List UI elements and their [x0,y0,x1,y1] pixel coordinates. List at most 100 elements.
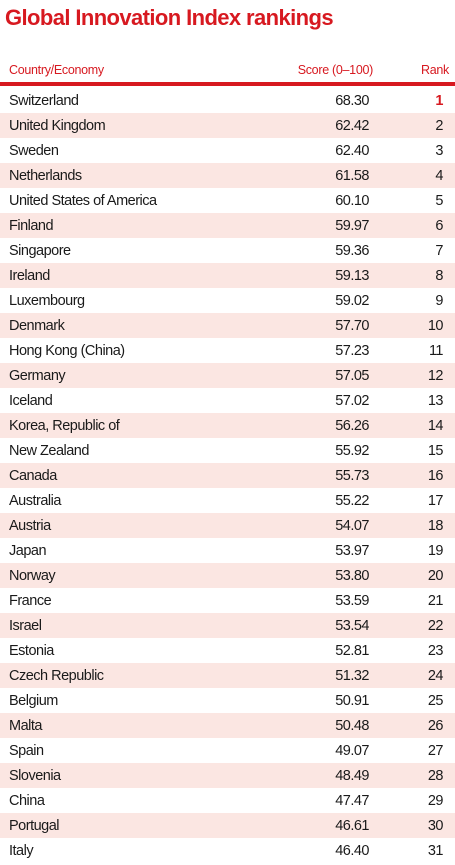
table-row: Singapore 59.36 7 [0,238,455,263]
table-row: Korea, Republic of 56.26 14 [0,413,455,438]
rank-value: 5 [435,193,443,209]
score-value: 48.49 [335,768,369,784]
rank-value: 1 [435,93,443,109]
country-name: Iceland [9,393,53,409]
score-value: 46.61 [335,818,369,834]
score-value: 50.91 [335,693,369,709]
rank-value: 17 [427,493,444,509]
score-value: 68.30 [335,93,369,109]
country-name: Italy [9,843,34,859]
column-header-country: Country/Economy [9,63,104,77]
rank-value: 12 [427,368,444,384]
table-row: Iceland 57.02 13 [0,388,455,413]
table-row: Netherlands 61.58 4 [0,163,455,188]
country-name: Singapore [9,243,71,259]
table-row: Austria 54.07 18 [0,513,455,538]
country-name: France [9,593,52,609]
rank-value: 27 [427,743,444,759]
country-name: China [9,793,45,809]
country-name: Canada [9,468,57,484]
country-name: Portugal [9,818,60,834]
score-value: 59.02 [335,293,369,309]
rank-value: 30 [427,818,444,834]
table-row: Malta 50.48 26 [0,713,455,738]
rank-value: 18 [427,518,444,534]
country-name: Japan [9,543,47,559]
table-row: Spain 49.07 27 [0,738,455,763]
country-name: Norway [9,568,56,584]
country-name: Denmark [9,318,65,334]
score-value: 62.40 [335,143,369,159]
country-name: Switzerland [9,93,79,109]
country-name: New Zealand [9,443,89,459]
table-row: Belgium 50.91 25 [0,688,455,713]
rank-value: 28 [427,768,444,784]
table-row: Italy 46.40 31 [0,838,455,863]
country-name: United States of America [9,193,157,209]
rank-value: 6 [435,218,443,234]
table-row: New Zealand 55.92 15 [0,438,455,463]
table-row: Switzerland 68.30 1 [0,88,455,113]
score-value: 57.23 [335,343,369,359]
country-name: Slovenia [9,768,61,784]
table-row: Estonia 52.81 23 [0,638,455,663]
score-value: 55.22 [335,493,369,509]
country-name: Malta [9,718,42,734]
score-value: 56.26 [335,418,369,434]
score-value: 55.92 [335,443,369,459]
country-name: Korea, Republic of [9,418,120,434]
rank-value: 20 [427,568,444,584]
score-value: 61.58 [335,168,369,184]
rank-value: 14 [427,418,444,434]
table-row: Norway 53.80 20 [0,563,455,588]
rank-value: 7 [435,243,443,259]
score-value: 53.54 [335,618,369,634]
rank-value: 2 [435,118,443,134]
rank-value: 4 [435,168,443,184]
rank-value: 29 [427,793,444,809]
table-row: Hong Kong (China) 57.23 11 [0,338,455,363]
table-row: Luxembourg 59.02 9 [0,288,455,313]
country-name: Hong Kong (China) [9,343,125,359]
table-row: China 47.47 29 [0,788,455,813]
rankings-table-body: Switzerland 68.30 1 United Kingdom 62.42 2 Swe… [0,88,455,863]
country-name: Israel [9,618,42,634]
header-divider [0,82,455,86]
country-name: Sweden [9,143,59,159]
rank-value: 25 [427,693,444,709]
country-name: United Kingdom [9,118,106,134]
score-value: 54.07 [335,518,369,534]
rank-value: 22 [427,618,444,634]
rank-value: 16 [427,468,444,484]
score-value: 49.07 [335,743,369,759]
rank-value: 13 [427,393,444,409]
table-row: Denmark 57.70 10 [0,313,455,338]
country-name: Czech Republic [9,668,104,684]
table-row: Canada 55.73 16 [0,463,455,488]
table-row: United States of America 60.10 5 [0,188,455,213]
score-value: 59.36 [335,243,369,259]
rank-value: 10 [427,318,444,334]
score-value: 53.97 [335,543,369,559]
table-row: Australia 55.22 17 [0,488,455,513]
table-row: Israel 53.54 22 [0,613,455,638]
table-row: United Kingdom 62.42 2 [0,113,455,138]
column-header-score: Score (0–100) [297,63,374,77]
rank-value: 3 [435,143,443,159]
table-row: Portugal 46.61 30 [0,813,455,838]
score-value: 57.05 [335,368,369,384]
rank-value: 15 [427,443,444,459]
country-name: Netherlands [9,168,82,184]
country-name: Finland [9,218,54,234]
score-value: 59.97 [335,218,369,234]
rank-value: 11 [428,343,444,359]
score-value: 62.42 [335,118,369,134]
table-row: France 53.59 21 [0,588,455,613]
table-row: Germany 57.05 12 [0,363,455,388]
score-value: 50.48 [335,718,369,734]
table-row: Ireland 59.13 8 [0,263,455,288]
country-name: Estonia [9,643,54,659]
score-value: 53.59 [335,593,369,609]
score-value: 57.70 [335,318,369,334]
